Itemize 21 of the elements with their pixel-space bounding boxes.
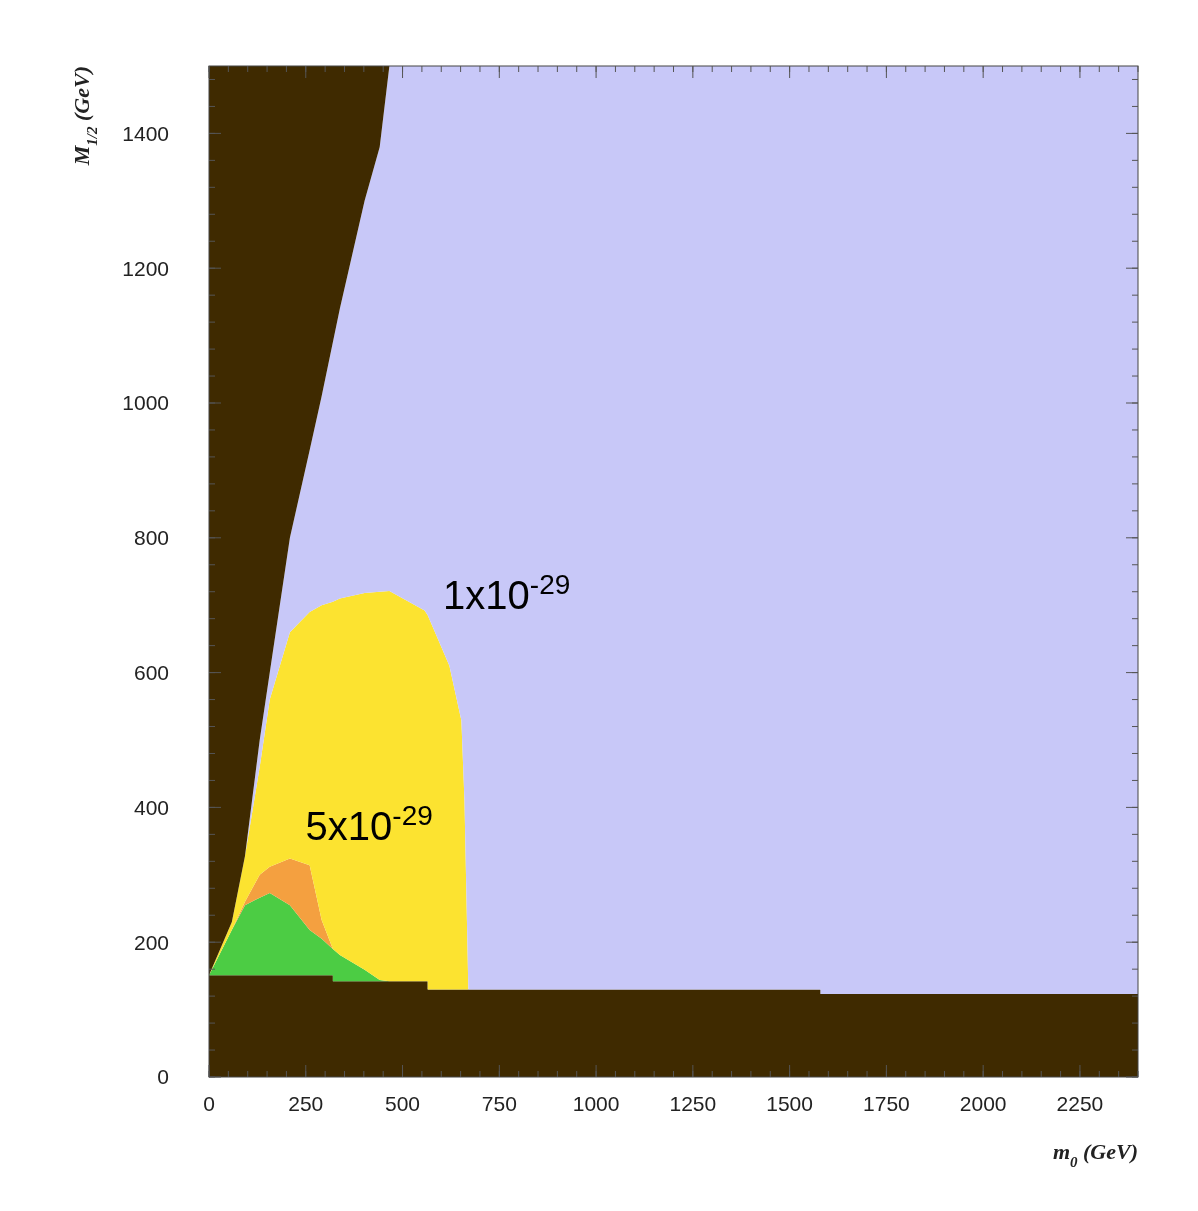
y-tick-label: 600 bbox=[133, 660, 169, 684]
x-tick-label: 750 bbox=[481, 1092, 517, 1115]
annotation: 5x10$^{-29}$ bbox=[305, 799, 433, 849]
x-tick-label: 2000 bbox=[959, 1092, 1007, 1115]
x-tick-label: 0 bbox=[203, 1092, 215, 1115]
annotation: 1x10$^{-29}$ bbox=[443, 568, 571, 617]
x-tick-label: 1750 bbox=[863, 1092, 910, 1115]
y-tick-label: 1400 bbox=[122, 121, 169, 145]
x-tick-label: 2250 bbox=[1056, 1092, 1104, 1115]
x-axis-title: m$_{0}$ (GeV) bbox=[1052, 1139, 1138, 1170]
x-tick-label: 1250 bbox=[669, 1092, 717, 1115]
x-tick-label: 1500 bbox=[766, 1092, 813, 1115]
y-tick-label: 0 bbox=[157, 1065, 169, 1089]
x-tick-label: 1000 bbox=[572, 1092, 620, 1115]
y-tick-label: 400 bbox=[133, 795, 169, 819]
y-tick-label: 200 bbox=[133, 930, 169, 954]
y-tick-label: 1200 bbox=[122, 256, 169, 280]
y-tick-label: 800 bbox=[133, 526, 169, 550]
x-tick-label: 250 bbox=[288, 1092, 324, 1115]
y-tick-label: 1000 bbox=[122, 391, 169, 415]
x-tick-label: 500 bbox=[385, 1092, 421, 1115]
